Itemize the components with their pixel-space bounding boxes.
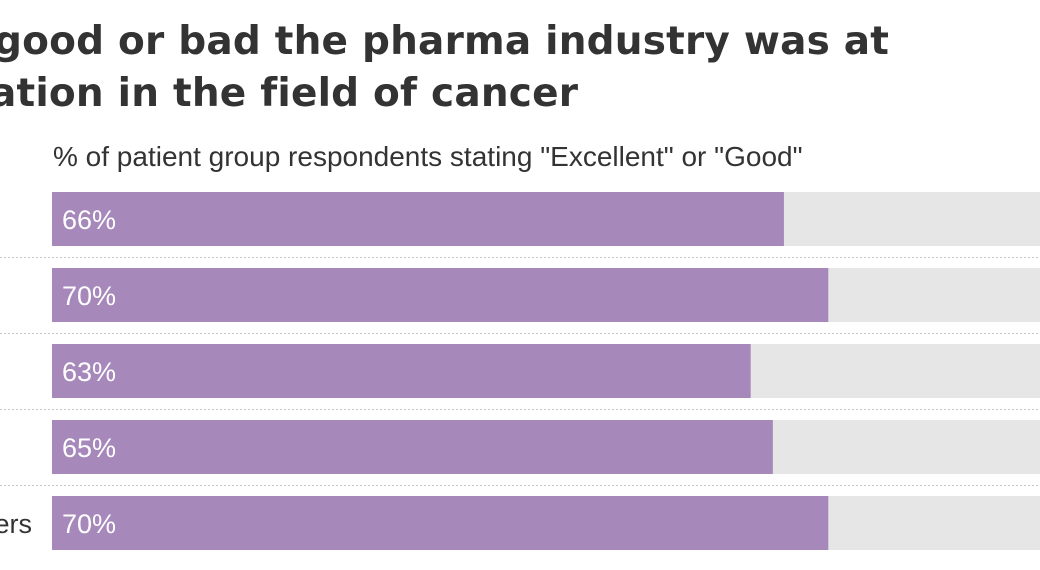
chart-title-line-1: good or bad the pharma industry was at [0,19,890,64]
bar-value-label-3: 65% [62,433,116,463]
category-label-4: ers [0,509,32,539]
bar-4 [52,496,829,550]
bar-0 [52,192,784,246]
chart-subtitle: % of patient group respondents stating "… [53,141,803,172]
bar-value-label-1: 70% [62,281,116,311]
bar-3 [52,420,773,474]
bar-value-label-4: 70% [62,509,116,539]
bar-1 [52,268,829,322]
bar-value-label-0: 66% [62,205,116,235]
bar-2 [52,344,751,398]
bar-value-label-2: 63% [62,357,116,387]
chart-title-line-2: ation in the field of cancer [0,71,579,116]
